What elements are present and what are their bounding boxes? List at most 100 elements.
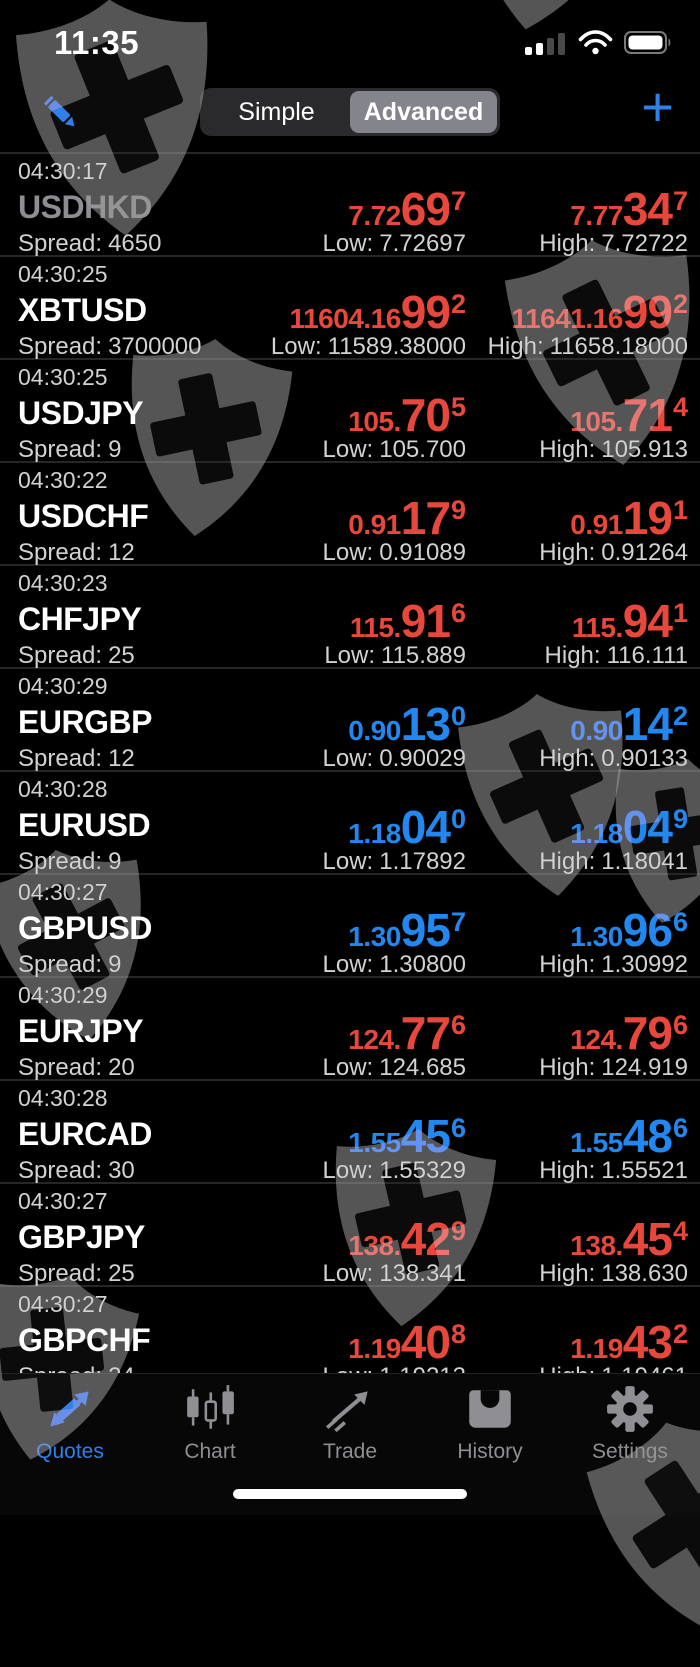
quote-high: High:1.19461 bbox=[539, 1363, 688, 1373]
bid-prefix: 1.19 bbox=[348, 1333, 401, 1364]
header: Simple Advanced + bbox=[0, 75, 700, 152]
quote-row[interactable]: 04:30:23 CHFJPY 115. 91 6 115. 94 1 Spread: 2… bbox=[0, 566, 700, 669]
segment-advanced[interactable]: Advanced bbox=[350, 91, 497, 133]
quote-symbol: CHFJPY bbox=[18, 601, 142, 637]
quote-spread: Spread: 9 bbox=[18, 848, 122, 875]
ask-prefix: 138. bbox=[570, 1230, 623, 1261]
quote-high: High: 116.111 bbox=[544, 642, 688, 669]
quote-time: 04:30:27 bbox=[18, 1188, 108, 1214]
view-mode-segmented-control: Simple Advanced bbox=[200, 88, 500, 136]
ask-price: 11641.16 99 2 bbox=[511, 286, 688, 338]
segment-simple[interactable]: Simple bbox=[238, 97, 315, 126]
ask-prefix: 1.18 bbox=[570, 818, 623, 849]
bid-prefix: 105. bbox=[348, 406, 401, 437]
edit-button[interactable] bbox=[40, 91, 82, 138]
quote-low: Low: 0.91089 bbox=[322, 539, 466, 566]
bid-price: 0.91 17 9 bbox=[348, 495, 466, 541]
quote-low: Low: 115.889 bbox=[324, 642, 466, 669]
status-time: 11:35 bbox=[54, 23, 140, 61]
quote-row[interactable]: 04:30:22 USDCHF 0.91 17 9 0.91 19 1 Spread: 1… bbox=[0, 463, 700, 566]
quote-time: 04:30:29 bbox=[18, 982, 108, 1008]
quote-row[interactable]: 04:30:17 USDHKD 7.72 69 7 7.77 34 7 Spread: 4… bbox=[0, 154, 700, 257]
tab-settings[interactable]: Settings bbox=[565, 1384, 695, 1515]
wifi-icon bbox=[578, 30, 613, 55]
tab-history[interactable]: History bbox=[425, 1384, 555, 1515]
ask-pip-digit: 2 bbox=[672, 701, 688, 731]
quote-high: High: 105.913 bbox=[539, 436, 688, 463]
bid-price: 105. 70 5 bbox=[348, 392, 466, 438]
quote-row[interactable]: 04:30:25 USDJPY 105. 70 5 105. 71 4 Spread: 9… bbox=[0, 360, 700, 463]
bid-price: 138. 42 9 bbox=[348, 1216, 466, 1262]
quote-time: 04:30:29 bbox=[18, 673, 108, 699]
quote-low: Low: 0.90029 bbox=[322, 745, 466, 772]
ask-price: 105. 71 4 bbox=[570, 392, 688, 438]
ask-main-digits: 45 bbox=[622, 1213, 673, 1265]
status-icons bbox=[525, 30, 672, 55]
quote-symbol: EURJPY bbox=[18, 1013, 144, 1049]
bid-price: 1.19 40 8 bbox=[348, 1319, 466, 1365]
quote-low: Low: 138.341 bbox=[322, 1260, 466, 1287]
bid-main-digits: 04 bbox=[400, 801, 451, 853]
bid-main-digits: 69 bbox=[400, 183, 451, 235]
ask-price: 1.55 48 6 bbox=[570, 1110, 688, 1162]
quote-time: 04:30:22 bbox=[18, 467, 108, 493]
quote-low: Low: 1.55329 bbox=[322, 1157, 466, 1184]
quote-row[interactable]: 04:30:28 EURUSD 1.18 04 0 1.18 04 9 Spread: 9… bbox=[0, 772, 700, 875]
quote-high: High: 1.18041 bbox=[539, 848, 688, 875]
quote-high: High: 0.90133 bbox=[539, 745, 688, 772]
quote-spread: Spread: 9 bbox=[18, 436, 122, 463]
quote-time: 04:30:27 bbox=[18, 879, 108, 905]
history-icon bbox=[469, 1390, 511, 1428]
tab-trade[interactable]: Trade bbox=[285, 1384, 415, 1515]
bid-prefix: 124. bbox=[348, 1024, 401, 1055]
quote-symbol: GBPJPY bbox=[18, 1219, 145, 1255]
home-indicator[interactable] bbox=[233, 1489, 467, 1499]
quote-high: High: 138.630 bbox=[539, 1260, 688, 1287]
ask-prefix: 11641.16 bbox=[511, 303, 624, 334]
ask-price: 1.19 43 2 bbox=[570, 1316, 688, 1368]
ask-pip-digit: 4 bbox=[672, 1216, 688, 1246]
quote-row[interactable]: 04:30:28 EURCAD 1.55 45 6 1.55 48 6 Spread: 3… bbox=[0, 1081, 700, 1184]
add-symbol-button[interactable]: + bbox=[641, 75, 674, 138]
ask-prefix: 7.77 bbox=[570, 200, 623, 231]
bid-main-digits: 95 bbox=[400, 904, 451, 956]
quote-row[interactable]: 04:30:27 GBPUSD 1.30 95 7 1.30 96 6 Spread: 9… bbox=[0, 875, 700, 978]
ask-main-digits: 43 bbox=[622, 1316, 673, 1368]
ask-prefix: 0.91 bbox=[570, 509, 623, 540]
tab-quotes[interactable]: Quotes bbox=[5, 1384, 135, 1515]
quote-time: 04:30:25 bbox=[18, 261, 108, 287]
quote-row[interactable]: 04:30:25 XBTUSD 11604.16 99 2 11641.16 99 2 … bbox=[0, 257, 700, 360]
quote-row[interactable]: 04:30:27 GBPJPY 138. 42 9 138. 45 4 Spread: 2… bbox=[0, 1184, 700, 1287]
bid-price: 11604.16 99 2 bbox=[290, 289, 466, 335]
ask-pip-digit: 2 bbox=[672, 289, 688, 319]
ask-price: 115. 94 1 bbox=[571, 598, 688, 644]
ask-price: 138. 45 4 bbox=[570, 1213, 688, 1265]
quote-row[interactable]: 04:30:29 EURGBP 0.90 13 0 0.90 14 2 Spread: 1… bbox=[0, 669, 700, 772]
bid-price: 7.72 69 7 bbox=[348, 183, 466, 235]
bid-price: 0.90 13 0 bbox=[348, 698, 466, 750]
ask-price: 7.77 34 7 bbox=[570, 186, 688, 232]
ask-main-digits: 99 bbox=[622, 286, 673, 338]
bid-main-digits: 13 bbox=[400, 698, 451, 750]
ask-price: 0.91 19 1 bbox=[570, 492, 688, 544]
quote-low: Low:1.19213 bbox=[323, 1363, 466, 1373]
ask-prefix: 115. bbox=[571, 612, 623, 643]
ask-main-digits: 48 bbox=[622, 1110, 673, 1162]
quote-spread: Spread: 9 bbox=[18, 951, 122, 978]
quote-row[interactable]: 04:30:29 EURJPY 124. 77 6 124. 79 6 Spread: 2… bbox=[0, 978, 700, 1081]
bid-pip-digit: 5 bbox=[450, 392, 466, 422]
bid-main-digits: 45 bbox=[400, 1110, 451, 1162]
tab-chart[interactable]: Chart bbox=[145, 1384, 275, 1515]
quote-symbol: XBTUSD bbox=[18, 292, 147, 328]
ask-prefix: 124. bbox=[570, 1024, 623, 1055]
quote-spread: Spread:24 bbox=[18, 1363, 221, 1373]
ask-pip-digit: 9 bbox=[672, 804, 688, 834]
ask-prefix: 1.30 bbox=[570, 921, 623, 952]
ask-main-digits: 19 bbox=[622, 492, 673, 544]
bid-main-digits: 77 bbox=[400, 1007, 451, 1059]
bid-price: 1.30 95 7 bbox=[348, 904, 466, 956]
chart-icon bbox=[187, 1385, 234, 1429]
quote-spread: Spread: 4650 bbox=[18, 230, 162, 257]
bid-pip-digit: 9 bbox=[450, 495, 466, 525]
